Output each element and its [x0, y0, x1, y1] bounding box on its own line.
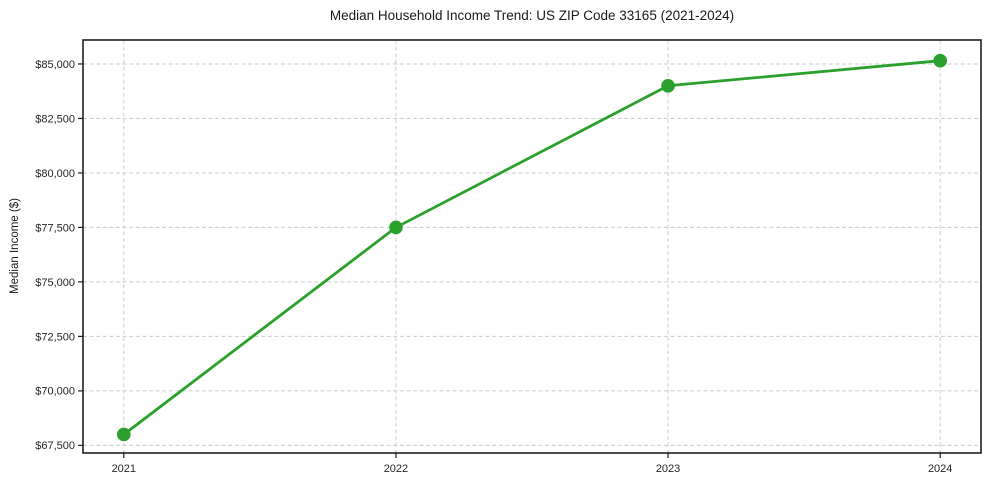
y-tick-label: $85,000 [35, 59, 75, 71]
y-tick-label: $75,000 [35, 277, 75, 289]
data-point-2021 [117, 427, 131, 442]
y-tick-label: $67,500 [35, 440, 75, 452]
data-point-2023 [661, 78, 675, 93]
y-tick-label: $70,000 [35, 386, 75, 398]
data-point-2024 [933, 53, 947, 68]
x-tick-label: 2021 [112, 463, 136, 475]
plot-border [82, 39, 982, 454]
income-trend-line [122, 59, 942, 436]
y-tick-label: $80,000 [35, 168, 75, 180]
data-point-2022 [389, 220, 403, 235]
x-tick-label: 2023 [656, 463, 680, 475]
x-tick-label: 2022 [384, 463, 408, 475]
y-tick-label: $77,500 [35, 222, 75, 234]
x-tick-label: 2024 [928, 463, 952, 475]
chart-title: Median Household Income Trend: US ZIP Co… [329, 8, 735, 23]
y-tick-label: $72,500 [35, 331, 75, 343]
y-tick-label: $82,500 [35, 113, 75, 125]
